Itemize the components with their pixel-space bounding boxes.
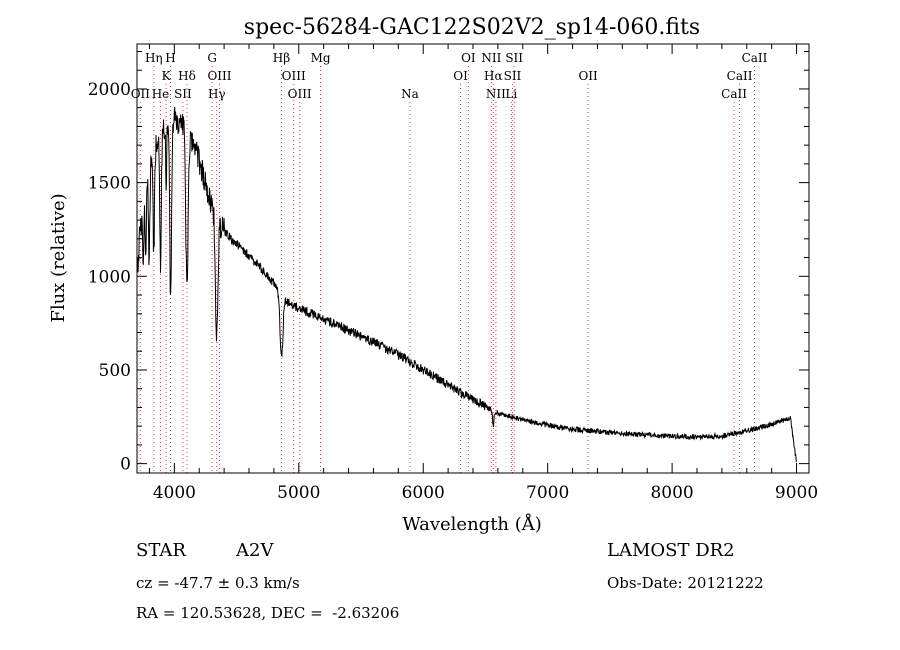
line-label: K (162, 69, 172, 83)
line-label: Hα (484, 69, 503, 83)
y-tick-label: 1000 (88, 267, 131, 287)
line-label: Hβ (273, 51, 290, 65)
y-tick-label: 0 (120, 455, 131, 475)
line-label: Hδ (178, 69, 196, 83)
line-label: Hγ (208, 87, 226, 101)
line-label: OI (461, 51, 476, 65)
line-label: OIII (288, 87, 312, 101)
x-tick-label: 5000 (277, 483, 320, 503)
survey-name: LAMOST DR2 (607, 540, 735, 561)
spectral-line-markers (139, 66, 755, 473)
redshift-text: cz = -47.7 ± 0.3 km/s (136, 574, 300, 592)
axes: 4000 5000 6000 7000 8000 9000 0 500 1000 1500 2000 (88, 44, 818, 503)
line-label: H (165, 51, 175, 65)
y-axis-label: Flux (relative) (48, 193, 69, 322)
coordinates: RA = 120.53628, DEC = -2.63206 (136, 604, 400, 622)
line-label: CaII (727, 69, 753, 83)
line-label: He (152, 87, 170, 101)
y-tick-label: 1500 (88, 174, 131, 194)
obs-date: Obs-Date: 20121222 (607, 574, 764, 592)
line-label: Na (401, 87, 419, 101)
line-label: OIII (282, 69, 306, 83)
plot-frame (136, 43, 810, 474)
line-label: SII (505, 51, 523, 65)
line-label: CaII (721, 87, 747, 101)
y-tick-label: 2000 (88, 80, 131, 100)
x-tick-label: 8000 (650, 483, 693, 503)
object-class: STAR (136, 540, 186, 561)
x-tick-label: 7000 (526, 483, 569, 503)
x-tick-label: 6000 (402, 483, 445, 503)
spectrum-line (136, 106, 797, 463)
line-label: Hη (145, 51, 163, 65)
line-label: SII (504, 69, 522, 83)
x-axis-label: Wavelength (Å) (402, 513, 542, 535)
line-label: OII (578, 69, 598, 83)
line-label: OIII (207, 69, 231, 83)
line-label: NII (486, 87, 506, 101)
line-label: OI (453, 69, 468, 83)
x-tick-label: 9000 (775, 483, 818, 503)
y-tick-label: 500 (99, 361, 131, 381)
line-label: Mg (311, 51, 331, 65)
subclass: A2V (236, 540, 274, 561)
line-label: SII (174, 87, 192, 101)
line-label: G (207, 51, 217, 65)
line-label: Li (505, 87, 517, 101)
line-label: NII (481, 51, 501, 65)
line-label: CaII (742, 51, 768, 65)
chart-title: spec-56284-GAC122S02V2_sp14-060.fits (244, 15, 700, 40)
x-tick-label: 4000 (153, 483, 196, 503)
line-label: OII (131, 87, 151, 101)
